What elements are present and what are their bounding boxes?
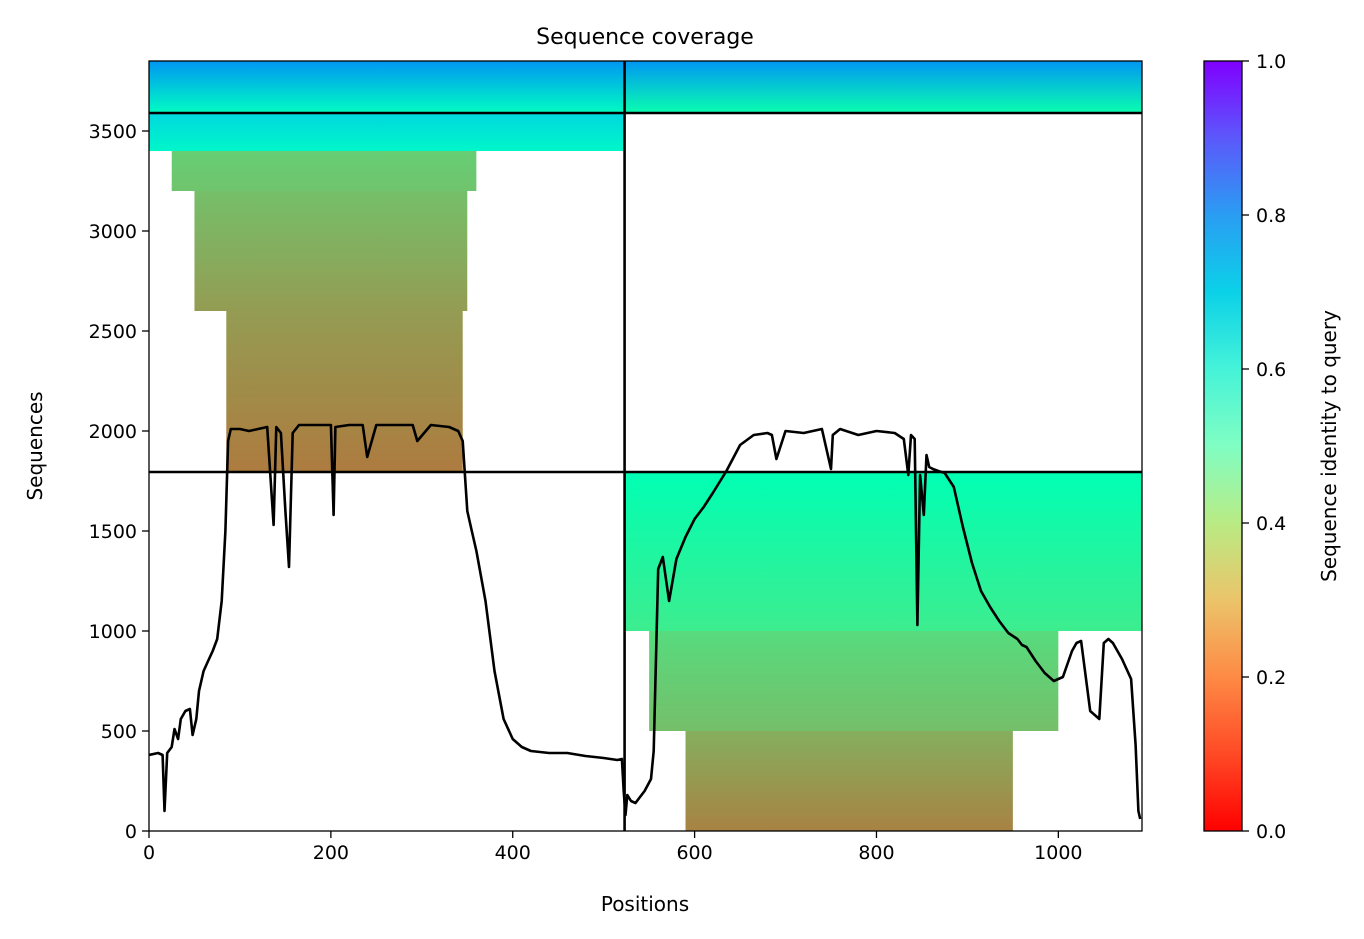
colorbar-gradient <box>1203 60 1243 832</box>
coverage-block <box>149 113 625 151</box>
segment-separators <box>149 61 1142 831</box>
colorbar-tick-label: 0.4 <box>1256 513 1286 535</box>
x-tick-label: 1000 <box>1034 842 1082 864</box>
coverage-block <box>624 472 1142 631</box>
y-tick-label: 1500 <box>89 521 137 543</box>
x-tick-label: 200 <box>313 842 349 864</box>
y-tick-label: 500 <box>101 721 137 743</box>
coverage-block <box>171 151 477 191</box>
y-tick-label: 2500 <box>89 321 137 343</box>
x-tick-label: 600 <box>676 842 712 864</box>
coverage-block <box>226 311 463 472</box>
y-tick-label: 0 <box>125 821 137 843</box>
y-tick-label: 3000 <box>89 221 137 243</box>
colorbar-tick-label: 0.8 <box>1256 205 1286 227</box>
x-tick-label: 800 <box>858 842 894 864</box>
x-axis-ticks: 0 200 400 600 800 1000 <box>143 831 1083 864</box>
x-tick-label: 0 <box>143 842 155 864</box>
y-tick-label: 2000 <box>89 421 137 443</box>
x-axis-label: Positions <box>601 892 689 916</box>
colorbar-ticks: 0.0 0.2 0.4 0.6 0.8 1.0 <box>1242 51 1286 843</box>
coverage-block <box>685 731 1013 831</box>
colorbar-tick-label: 0.0 <box>1256 821 1286 843</box>
y-tick-label: 1000 <box>89 621 137 643</box>
colorbar-label: Sequence identity to query <box>1317 310 1341 582</box>
colorbar-tick-label: 0.6 <box>1256 359 1286 381</box>
colorbar-tick-label: 1.0 <box>1256 51 1286 73</box>
colorbar-tick-label: 0.2 <box>1256 667 1286 689</box>
coverage-block <box>649 631 1059 731</box>
chart-title: Sequence coverage <box>536 25 754 50</box>
coverage-block <box>624 61 1142 113</box>
coverage-heatmap <box>149 61 1142 831</box>
coverage-block <box>149 61 625 113</box>
coverage-line <box>149 423 1142 820</box>
x-tick-label: 400 <box>495 842 531 864</box>
y-tick-label: 3500 <box>89 121 137 143</box>
plot-frame <box>148 60 1143 832</box>
y-axis-label: Sequences <box>23 391 47 500</box>
y-axis-ticks: 0 500 1000 1500 2000 2500 3000 3500 <box>89 121 149 843</box>
coverage-block <box>194 191 468 311</box>
